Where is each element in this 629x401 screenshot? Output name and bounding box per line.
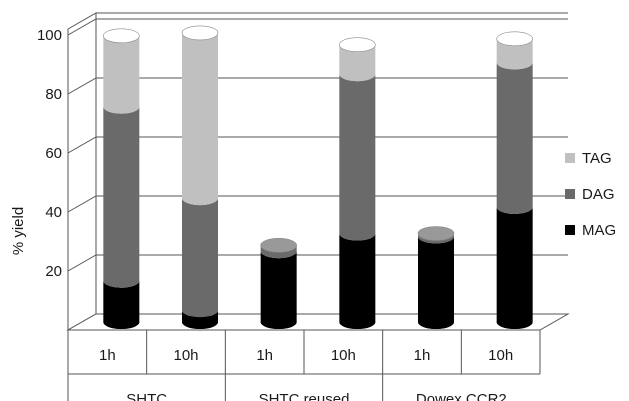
x-tick-label: 10h — [331, 347, 356, 364]
legend: TAG DAG MAG — [565, 150, 616, 239]
x-group-label: SHTC reused — [259, 391, 350, 401]
gridline — [67, 136, 568, 154]
legend-label-tag: TAG — [582, 150, 612, 167]
side-wall — [67, 12, 97, 331]
y-tick-label: 40 — [45, 204, 62, 221]
legend-swatch-mag — [565, 225, 575, 235]
y-axis: 20 40 60 80 100 — [37, 27, 62, 280]
bar-top — [496, 31, 533, 47]
x-tick-label: 1h — [414, 347, 431, 364]
bar-top — [260, 238, 297, 253]
x-tick-label: 10h — [173, 347, 198, 364]
gridline — [67, 77, 568, 95]
bar-segment-dag — [103, 106, 140, 288]
y-tick-label: 20 — [45, 263, 62, 280]
bars — [103, 25, 533, 330]
legend-label-mag: MAG — [582, 222, 616, 239]
gridline — [67, 18, 568, 36]
bar-top — [181, 25, 219, 41]
x-tick-label: 1h — [99, 347, 116, 364]
legend-swatch-tag — [565, 153, 575, 163]
bar-segment-mag — [182, 310, 218, 329]
bar-segment-mag — [418, 236, 455, 329]
bar-segment-tag — [496, 38, 533, 70]
legend-swatch-dag — [565, 189, 575, 199]
gridline — [67, 195, 568, 213]
x-group-label: Dowex CCR2 — [416, 391, 507, 401]
floor — [66, 313, 570, 331]
legend-label-dag: DAG — [582, 186, 615, 203]
gridlines — [67, 12, 568, 272]
x-axis: 1h 10h 1h 10h 1h 10h SHTC SHTC reused Dowex CCR2 — [67, 330, 541, 401]
bar-segment-dag — [260, 245, 297, 259]
x-group-label: SHTC — [126, 391, 167, 401]
y-tick-label: 60 — [45, 145, 62, 162]
bar-top — [339, 37, 376, 53]
bar-segment-mag — [103, 280, 140, 329]
bar-segment-mag — [496, 206, 533, 329]
y-tick-label: 80 — [45, 86, 62, 103]
y-axis-label: % yield — [10, 207, 27, 255]
bar-segment-mag — [260, 251, 297, 330]
y-tick-label: 100 — [37, 27, 62, 44]
bar-segment-tag — [339, 44, 376, 82]
bar-segment-dag — [418, 233, 455, 244]
chart-walls — [66, 12, 570, 331]
bar-segment-tag — [182, 32, 218, 206]
bar-segment-dag — [182, 198, 218, 318]
bar-segment-tag — [103, 35, 140, 114]
bar-segment-dag — [496, 62, 533, 214]
bar-top — [103, 28, 140, 44]
bar-segment-mag — [339, 233, 376, 330]
gridline — [67, 254, 568, 272]
bar-segment-dag — [339, 74, 376, 241]
bar-top — [417, 226, 455, 241]
x-tick-label: 10h — [488, 347, 513, 364]
x-tick-label: 1h — [256, 347, 273, 364]
